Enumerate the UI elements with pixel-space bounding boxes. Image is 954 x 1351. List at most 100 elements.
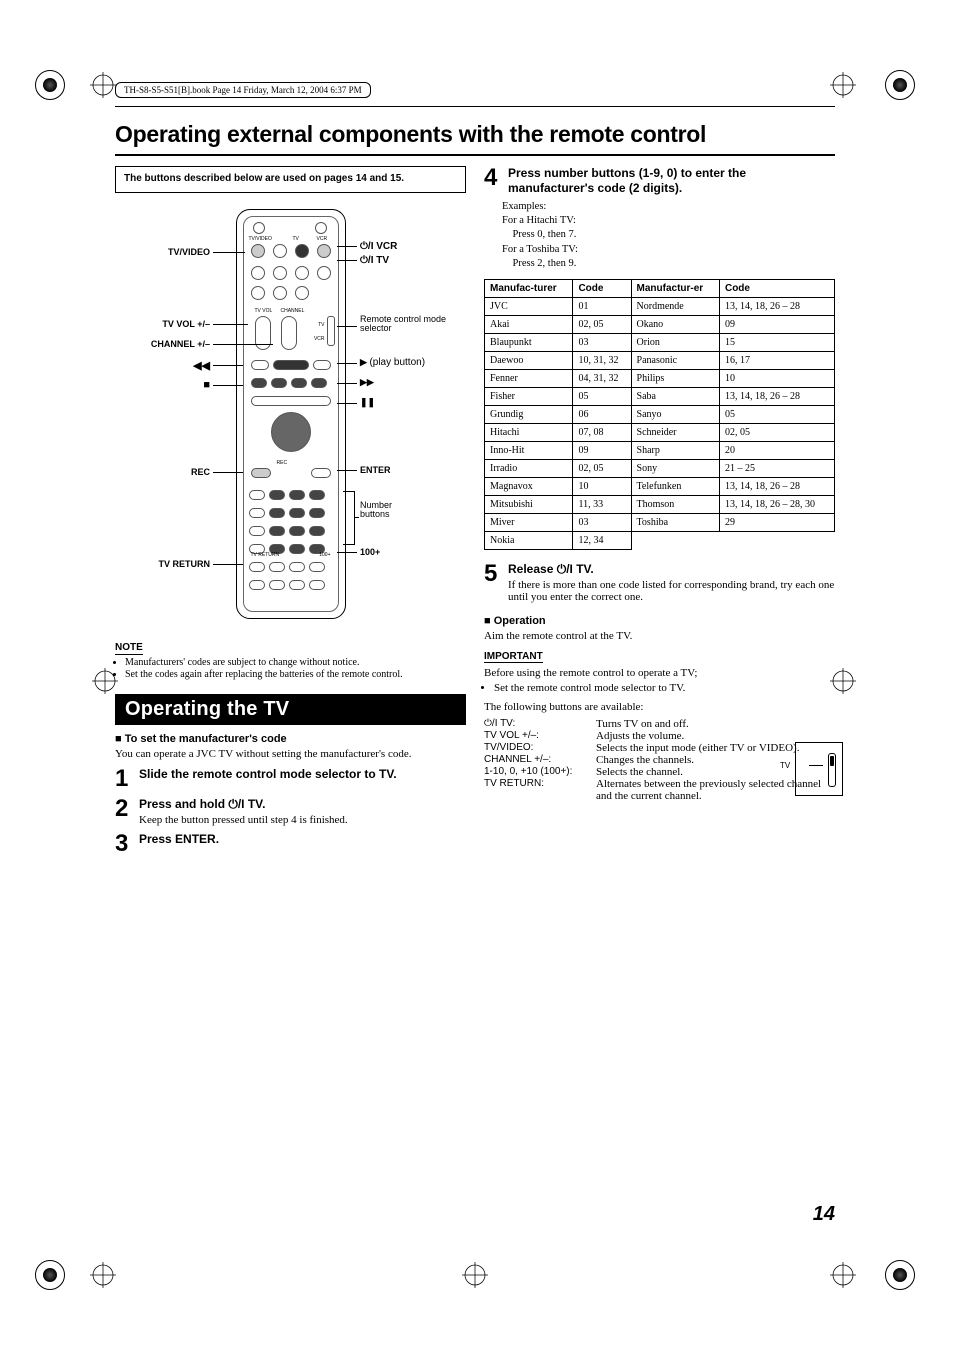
table-row: Nokia12, 34 — [485, 531, 835, 549]
step-title: Press and hold ⏻/I TV. — [139, 797, 466, 812]
step-detail: Keep the button pressed until step 4 is … — [139, 814, 466, 826]
table-row: Fenner04, 31, 32Philips10 — [485, 369, 835, 387]
table-cell: 10 — [573, 477, 631, 495]
button-desc: Adjusts the volume. — [596, 730, 684, 742]
lbl-rew: ◀◀ — [115, 359, 210, 372]
page-number: 14 — [813, 1203, 835, 1226]
table-cell: Schneider — [631, 423, 719, 441]
table-cell: Toshiba — [631, 513, 719, 531]
table-cell: Grundig — [485, 405, 573, 423]
table-cell: Miver — [485, 513, 573, 531]
table-row: Daewoo10, 31, 32Panasonic16, 17 — [485, 351, 835, 369]
table-header: Code — [719, 279, 834, 297]
section-operating-tv: Operating the TV — [115, 694, 466, 725]
example-line: Press 0, then 7. — [502, 228, 835, 242]
example-line: For a Toshiba TV: — [502, 243, 835, 257]
operation-intro: Aim the remote control at the TV. — [484, 629, 835, 643]
step-title: Press ENTER. — [139, 832, 466, 847]
table-header: Code — [573, 279, 631, 297]
table-cell: Inno-Hit — [485, 441, 573, 459]
button-row: ⏻/I TV:Turns TV on and off. — [484, 718, 835, 730]
remote-int-vcr: VCR — [317, 236, 328, 242]
button-key: 1-10, 0, +10 (100+): — [484, 766, 592, 778]
cross-mark-mr — [830, 668, 870, 708]
step-3: 3 Press ENTER. — [115, 832, 466, 856]
button-key: CHANNEL +/–: — [484, 754, 592, 766]
table-cell: 12, 34 — [573, 531, 631, 549]
cross-mark-bl — [90, 1262, 130, 1302]
step-2: 2 Press and hold ⏻/I TV. Keep the button… — [115, 797, 466, 826]
rule-title-thick — [115, 154, 835, 156]
cross-mark-bm — [462, 1262, 502, 1302]
step-title: Release ⏻/I TV. — [508, 562, 835, 577]
step-num: 4 — [484, 166, 506, 190]
button-desc: Selects the input mode (either TV or VID… — [596, 742, 799, 754]
lbl-pause: ❚❚ — [360, 397, 375, 408]
table-row: Magnavox10Telefunken13, 14, 18, 26 – 28 — [485, 477, 835, 495]
selector-diagram: TV — [795, 742, 843, 796]
step-4: 4 Press number buttons (1-9, 0) to enter… — [484, 166, 835, 196]
remote-int-tvreturn: TV RETURN — [251, 552, 280, 558]
table-row: Akai02, 05Okano09 — [485, 315, 835, 333]
table-cell: 13, 14, 18, 26 – 28 — [719, 477, 834, 495]
table-cell: Irradio — [485, 459, 573, 477]
table-cell: 02, 05 — [573, 459, 631, 477]
lbl-stop: ■ — [115, 379, 210, 391]
button-row: TV RETURN:Alternates between the previou… — [484, 778, 835, 802]
button-key: TV VOL +/–: — [484, 730, 592, 742]
table-cell: 29 — [719, 513, 834, 531]
table-row: Mitsubishi11, 33Thomson13, 14, 18, 26 – … — [485, 495, 835, 513]
table-cell: Hitachi — [485, 423, 573, 441]
set-code-header: ■ To set the manufacturer's code — [115, 733, 466, 745]
button-row: TV VOL +/–: Adjusts the volume. — [484, 730, 835, 742]
table-cell: 02, 05 — [573, 315, 631, 333]
table-cell: Sharp — [631, 441, 719, 459]
lbl-vcr: ⏻/I VCR — [360, 241, 397, 252]
table-row: Hitachi07, 08Schneider02, 05 — [485, 423, 835, 441]
lbl-tvreturn: TV RETURN — [115, 559, 210, 569]
step-num: 2 — [115, 797, 137, 821]
remote-diagram: TV/VIDEO TV VCR — [115, 201, 466, 631]
table-cell: 02, 05 — [719, 423, 834, 441]
note-header: NOTE — [115, 642, 143, 655]
step-title: Press number buttons (1-9, 0) to enter t… — [508, 166, 835, 196]
lbl-tv: ⏻/I TV — [360, 255, 389, 266]
step-5: 5 Release ⏻/I TV. If there is more than … — [484, 562, 835, 603]
reg-mark-tr — [885, 70, 925, 110]
lbl-rec: REC — [115, 467, 210, 477]
table-cell: 11, 33 — [573, 495, 631, 513]
lbl-enter: ENTER — [360, 465, 391, 475]
table-row: Grundig06Sanyo05 — [485, 405, 835, 423]
important-header: IMPORTANT — [484, 651, 543, 663]
table-cell: 15 — [719, 333, 834, 351]
lbl-ff: ▶▶ — [360, 377, 374, 388]
cross-mark-br — [830, 1262, 870, 1302]
table-header: Manufac-turer — [485, 279, 573, 297]
table-cell: Telefunken — [631, 477, 719, 495]
remote-int-channel: CHANNEL — [281, 308, 305, 314]
table-cell: Philips — [631, 369, 719, 387]
important-list: Set the remote control mode selector to … — [484, 682, 835, 694]
remote-int-rec: REC — [277, 460, 288, 466]
set-code-intro: You can operate a JVC TV without setting… — [115, 747, 466, 761]
table-cell: 03 — [573, 333, 631, 351]
table-cell: 16, 17 — [719, 351, 834, 369]
lbl-play: ▶ (play button) — [360, 357, 425, 368]
note-item: Manufacturers' codes are subject to chan… — [125, 657, 466, 668]
table-cell: Saba — [631, 387, 719, 405]
table-cell: Akai — [485, 315, 573, 333]
remote-int-tvvol: TV VOL — [255, 308, 273, 314]
remote-int-tvvideo: TV/VIDEO — [249, 236, 272, 242]
table-row: Irradio02, 05Sony21 – 25 — [485, 459, 835, 477]
step-num: 3 — [115, 832, 137, 856]
examples-head: Examples: — [502, 200, 835, 214]
table-row: Fisher05Saba13, 14, 18, 26 – 28 — [485, 387, 835, 405]
table-cell: 04, 31, 32 — [573, 369, 631, 387]
code-table: Manufac-turerCodeManufactur-erCode JVC01… — [484, 279, 835, 550]
table-cell: 06 — [573, 405, 631, 423]
table-cell: 20 — [719, 441, 834, 459]
step-title: Slide the remote control mode selector t… — [139, 767, 466, 782]
step-1: 1 Slide the remote control mode selector… — [115, 767, 466, 791]
example-line: For a Hitachi TV: — [502, 214, 835, 228]
table-cell: 05 — [719, 405, 834, 423]
